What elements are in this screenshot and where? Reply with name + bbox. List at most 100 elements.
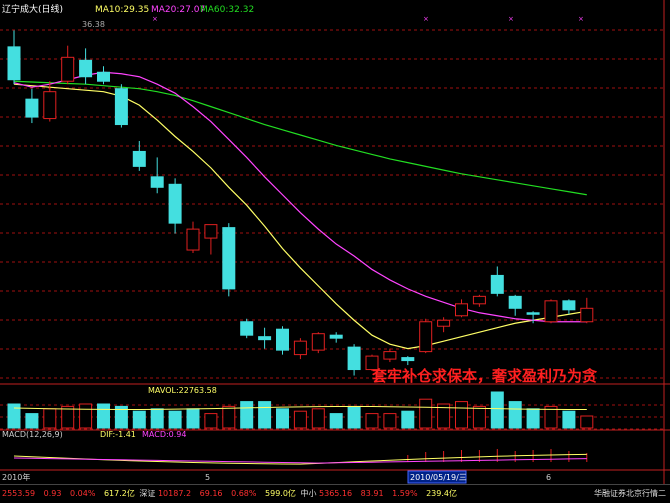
candle-body bbox=[150, 176, 164, 188]
zx-label: 中小 bbox=[300, 489, 317, 498]
volume-bar bbox=[43, 408, 57, 429]
volume-bar bbox=[329, 413, 343, 429]
volume-bar bbox=[401, 410, 415, 429]
ma60-line bbox=[13, 80, 587, 196]
ma10-label: MA10:29.35 bbox=[95, 5, 149, 15]
candle-body bbox=[472, 295, 486, 305]
macd-dif-label: DIF:-1.41 bbox=[100, 430, 136, 439]
macd-bars bbox=[13, 449, 588, 465]
volume-bar bbox=[150, 408, 164, 429]
candle-body bbox=[329, 334, 343, 339]
volume-bar bbox=[293, 410, 307, 429]
candle-body bbox=[43, 91, 57, 120]
volume-bar bbox=[132, 410, 146, 429]
candle-body bbox=[508, 295, 522, 309]
volume-bar bbox=[365, 413, 379, 429]
candle-body bbox=[562, 300, 576, 311]
ma10-line bbox=[13, 83, 587, 350]
macd-dea-line bbox=[13, 457, 587, 464]
zx-amount: 239.4亿 bbox=[426, 489, 457, 498]
volume-bar bbox=[222, 405, 236, 429]
event-marker: × bbox=[423, 15, 429, 23]
volume-bar bbox=[114, 405, 128, 429]
axis-year-label: 2010年 bbox=[2, 472, 30, 482]
volume-bar bbox=[508, 401, 522, 429]
high-price-marker: 36.38 bbox=[82, 20, 105, 29]
volume-bar bbox=[61, 405, 75, 429]
event-marker: × bbox=[508, 15, 514, 23]
candle-body bbox=[240, 321, 254, 336]
candle-body bbox=[61, 56, 75, 82]
sz-pct: 0.68% bbox=[231, 489, 257, 498]
zx-change: 83.91 bbox=[360, 489, 384, 498]
candle-body bbox=[419, 321, 433, 353]
volume-bar bbox=[79, 403, 93, 429]
candle-body bbox=[222, 227, 236, 290]
sz-amount: 599.0亿 bbox=[265, 489, 296, 498]
volume-bar bbox=[419, 398, 433, 429]
volume-bar bbox=[544, 405, 558, 429]
candle-body bbox=[114, 88, 128, 126]
volume-bar bbox=[204, 413, 218, 429]
volume-bar bbox=[7, 403, 21, 429]
volume-bar bbox=[437, 403, 451, 429]
candle-body bbox=[97, 71, 110, 82]
sz-label: 深证 bbox=[139, 489, 156, 498]
zx-pct: 1.59% bbox=[392, 489, 418, 498]
candle-body bbox=[132, 150, 146, 167]
volume-bar bbox=[97, 403, 110, 429]
candle-body bbox=[383, 351, 397, 360]
axis-month-6: 6 bbox=[546, 473, 551, 482]
status-bar: 2553.59 0.93 0.04% 617.2亿 深证 10187.2 69.… bbox=[0, 484, 670, 503]
volume-bars bbox=[7, 391, 594, 429]
volume-bar bbox=[258, 401, 272, 429]
candle-body bbox=[79, 59, 93, 78]
event-marker: × bbox=[578, 15, 584, 23]
candle-body bbox=[276, 328, 289, 351]
mavol-label: MAVOL:22763.58 bbox=[148, 386, 217, 395]
event-marker: × bbox=[152, 15, 158, 23]
candle-body bbox=[526, 312, 540, 315]
volume-bar bbox=[311, 408, 325, 429]
candle-body bbox=[168, 183, 182, 224]
candle-body bbox=[437, 319, 451, 327]
candle-body bbox=[204, 224, 218, 239]
cursor-date: 2010/05/19/三 bbox=[410, 473, 467, 482]
broker-label: 华融证券北京行情二 bbox=[594, 489, 666, 498]
date-cursor-box bbox=[407, 470, 467, 484]
candle-body bbox=[455, 303, 468, 317]
volume-bar bbox=[472, 405, 486, 429]
volume-bar bbox=[347, 405, 361, 429]
volume-ma-line bbox=[13, 406, 587, 410]
ma60-label: MA60:32.32 bbox=[200, 5, 254, 15]
volume-bar bbox=[562, 410, 576, 429]
candle-body bbox=[347, 346, 361, 371]
volume-bar bbox=[25, 413, 39, 429]
volume-bar bbox=[240, 401, 254, 429]
candle-body bbox=[365, 355, 379, 371]
sh-pct: 0.04% bbox=[70, 489, 96, 498]
stock-title: 辽宁成大(日线) bbox=[2, 3, 63, 15]
sh-amount: 617.2亿 bbox=[103, 489, 135, 498]
candle-body bbox=[401, 357, 415, 362]
candle-body bbox=[544, 300, 558, 323]
candle-body bbox=[25, 98, 39, 118]
volume-bar bbox=[526, 408, 540, 429]
volume-bar bbox=[276, 408, 289, 429]
volume-bar bbox=[455, 401, 468, 429]
volume-bar bbox=[383, 413, 397, 429]
sh-index: 2553.59 bbox=[2, 489, 36, 498]
candle-body bbox=[293, 340, 307, 356]
sz-index: 10187.2 bbox=[157, 489, 192, 498]
candle-body bbox=[186, 228, 200, 251]
candle-body bbox=[580, 307, 594, 323]
macd-value-label: MACD:0.94 bbox=[142, 430, 187, 439]
candle-body bbox=[490, 274, 504, 294]
macd-params-label: MACD(12,26,9) bbox=[2, 430, 63, 439]
candlestick-series bbox=[7, 30, 594, 376]
volume-bar bbox=[490, 391, 504, 429]
volume-bar bbox=[168, 410, 182, 429]
axis-month-5: 5 bbox=[205, 473, 210, 482]
zx-index: 5365.16 bbox=[319, 489, 353, 498]
